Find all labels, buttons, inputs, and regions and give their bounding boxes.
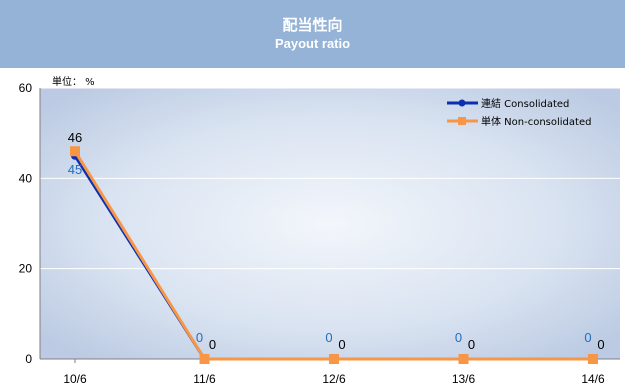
chart-title-band: 配当性向 Payout ratio: [0, 0, 625, 68]
data-label-non-consolidated: 0: [338, 337, 345, 352]
data-label-non-consolidated: 0: [597, 337, 604, 352]
legend-marker-consolidated: [458, 99, 466, 107]
marker-non-consolidated: [70, 146, 80, 157]
chart-title: 配当性向: [282, 16, 343, 34]
x-tick-label: 14/6: [581, 372, 605, 386]
data-label-consolidated: 0: [584, 330, 591, 345]
data-label-non-consolidated: 46: [68, 130, 82, 145]
x-tick-label: 11/6: [193, 372, 216, 386]
plot-area: [40, 88, 620, 359]
x-tick-label: 13/6: [452, 372, 476, 386]
chart-subtitle: Payout ratio: [274, 36, 351, 51]
data-label-consolidated: 0: [325, 330, 332, 345]
data-label-consolidated: 0: [455, 330, 462, 345]
data-label-consolidated: 0: [196, 330, 203, 345]
y-axis-ticks: 0 20 40 60: [19, 81, 33, 366]
legend: 連結 Consolidated 単体 Non-consolidated: [447, 97, 591, 128]
x-tick-label: 10/6: [63, 372, 87, 386]
marker-non-consolidated: [458, 354, 469, 364]
marker-non-consolidated: [329, 354, 339, 364]
y-tick-label: 20: [19, 262, 33, 276]
y-tick-label: 60: [19, 81, 33, 95]
data-label-non-consolidated: 0: [209, 337, 216, 352]
legend-label: 単体 Non-consolidated: [481, 115, 591, 128]
y-tick-label: 40: [19, 171, 33, 185]
data-label-consolidated: 45: [68, 162, 82, 177]
marker-non-consolidated: [588, 354, 598, 364]
legend-label: 連結 Consolidated: [481, 97, 569, 110]
unit-label: 単位： %: [52, 77, 95, 88]
series-layer: [70, 146, 598, 364]
marker-non-consolidated: [199, 354, 210, 364]
data-label-non-consolidated: 0: [468, 337, 475, 352]
y-tick-label: 0: [25, 352, 32, 366]
x-tick-label: 12/6: [322, 372, 346, 386]
legend-marker-non-consolidated: [458, 117, 466, 125]
